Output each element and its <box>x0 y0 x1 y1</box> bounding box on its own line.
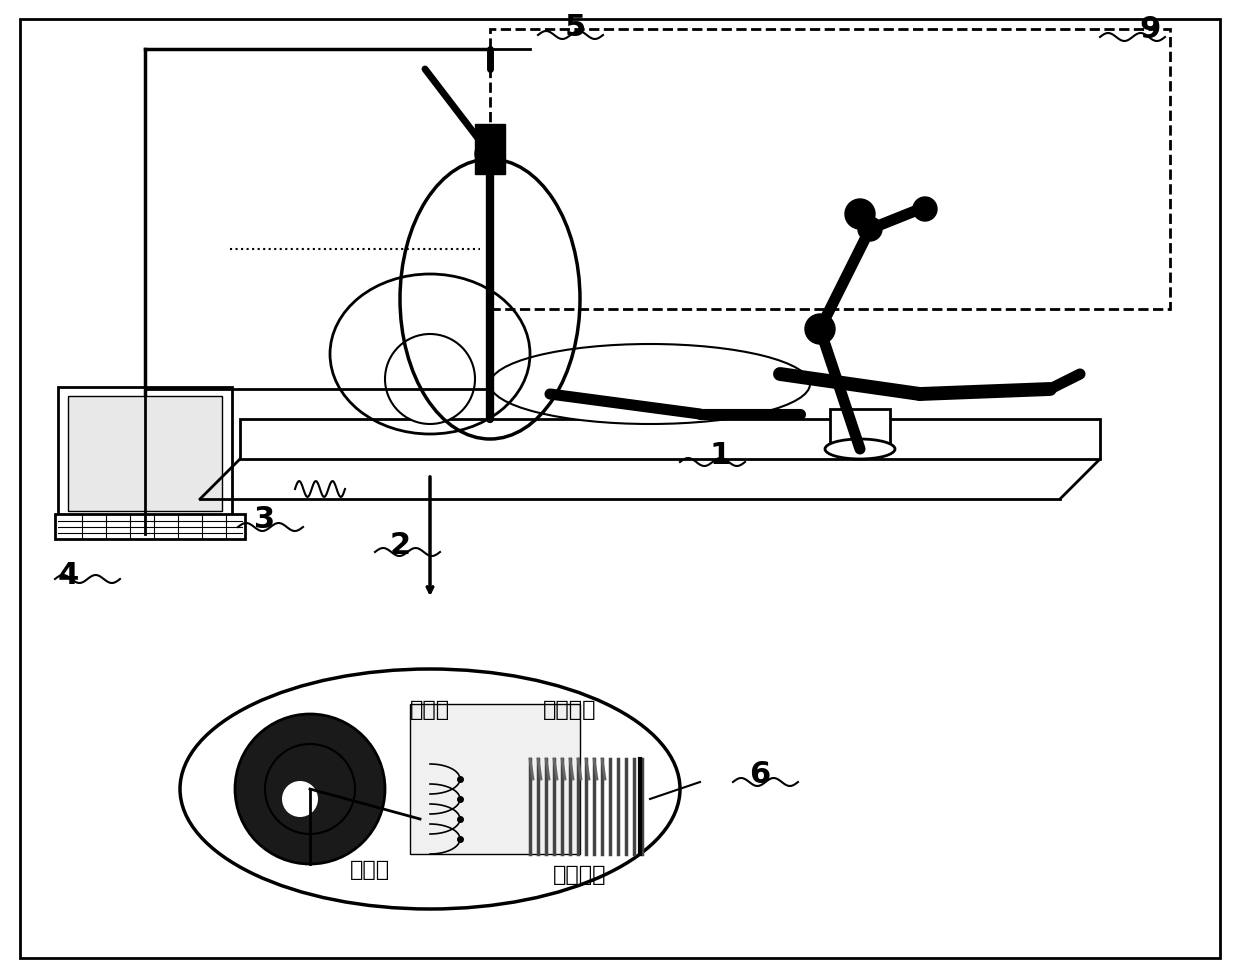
Text: 视锥细胞: 视锥细胞 <box>553 865 606 884</box>
Circle shape <box>844 200 875 230</box>
Circle shape <box>236 714 384 865</box>
Text: 9: 9 <box>1140 16 1161 44</box>
Ellipse shape <box>180 669 680 910</box>
Text: 2: 2 <box>389 530 410 559</box>
Text: 6: 6 <box>749 760 770 788</box>
Circle shape <box>805 315 835 344</box>
Circle shape <box>281 781 317 818</box>
FancyBboxPatch shape <box>58 387 232 521</box>
Circle shape <box>913 198 937 222</box>
Text: 1: 1 <box>709 440 730 469</box>
Circle shape <box>475 140 505 170</box>
Bar <box>68 397 222 511</box>
Bar <box>410 704 580 854</box>
Bar <box>55 514 246 540</box>
Text: 视网膜: 视网膜 <box>410 699 450 719</box>
Text: 视杆细胞: 视杆细胞 <box>543 699 596 719</box>
Text: 视神经: 视神经 <box>350 859 391 879</box>
Bar <box>475 125 505 175</box>
Polygon shape <box>241 420 1100 460</box>
Text: 4: 4 <box>57 560 78 589</box>
Bar <box>490 30 1171 310</box>
Text: 5: 5 <box>564 14 585 42</box>
Ellipse shape <box>825 439 895 460</box>
Circle shape <box>858 218 882 242</box>
Text: 3: 3 <box>254 505 275 534</box>
Bar <box>830 410 890 450</box>
Circle shape <box>384 334 475 424</box>
Ellipse shape <box>490 344 810 424</box>
